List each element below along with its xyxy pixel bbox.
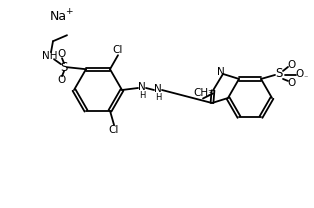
Text: H: H bbox=[155, 93, 161, 102]
Text: +: + bbox=[65, 7, 73, 16]
Text: CH: CH bbox=[193, 88, 208, 98]
Text: ⁻: ⁻ bbox=[304, 73, 308, 82]
Text: 3: 3 bbox=[208, 90, 212, 97]
Text: Cl: Cl bbox=[113, 45, 123, 55]
Text: Cl: Cl bbox=[109, 125, 119, 135]
Text: O: O bbox=[287, 78, 295, 88]
Text: S: S bbox=[60, 61, 68, 74]
Text: S: S bbox=[275, 67, 283, 80]
Text: Na: Na bbox=[50, 10, 67, 22]
Text: H: H bbox=[139, 90, 145, 99]
Text: NH: NH bbox=[42, 51, 58, 61]
Text: N: N bbox=[154, 84, 162, 94]
Text: O: O bbox=[58, 49, 66, 59]
Text: O: O bbox=[295, 69, 303, 79]
Text: O: O bbox=[58, 75, 66, 85]
Text: N: N bbox=[138, 82, 146, 92]
Text: N: N bbox=[217, 67, 225, 77]
Text: O: O bbox=[287, 60, 295, 70]
